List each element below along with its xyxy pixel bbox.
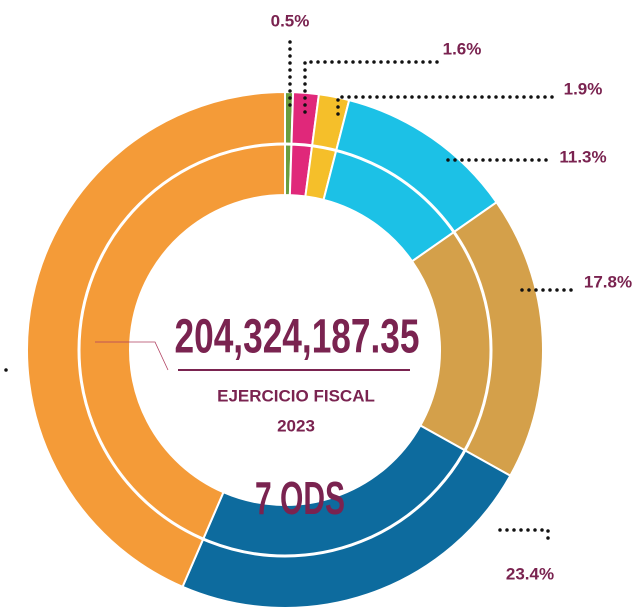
- donut-segment: [26, 90, 286, 589]
- value-label: 23.4%: [506, 564, 554, 583]
- ring-separator: [77, 142, 493, 558]
- leader-line: [498, 528, 550, 547]
- year: 2023: [277, 416, 315, 435]
- leader-line: [303, 60, 442, 114]
- donut-segment: [181, 424, 512, 609]
- connector: [95, 341, 169, 371]
- leaders: 0.5% 1.6% 1.9% 11.3% 17.8% 23.4%: [4, 11, 632, 583]
- value-label: 1.9%: [564, 79, 603, 98]
- subtitle: EJERCICIO FISCAL: [217, 386, 375, 405]
- value-label: 1.6%: [443, 39, 482, 58]
- value-label: 0.5%: [271, 11, 310, 30]
- donut: [26, 90, 544, 609]
- value-label: 11.3%: [559, 147, 606, 166]
- value-label: 17.8%: [584, 272, 632, 291]
- total: 204,324,187.35: [175, 311, 420, 364]
- note: 7 ODS: [255, 472, 345, 524]
- donut-segment: [410, 200, 544, 478]
- leader-line: [336, 95, 559, 116]
